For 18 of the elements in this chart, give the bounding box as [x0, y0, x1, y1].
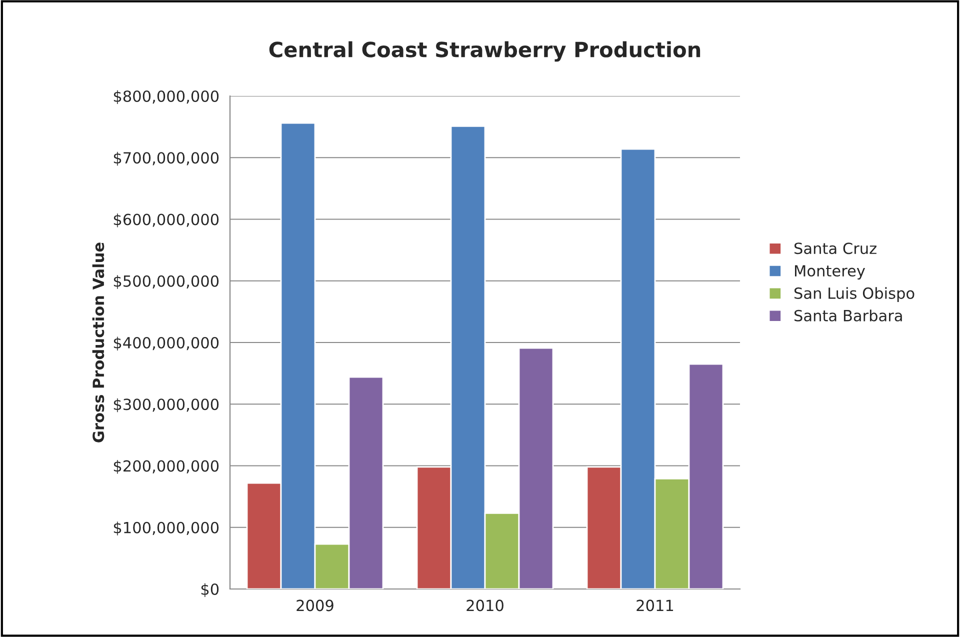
y-tick-label: $500,000,000 [114, 275, 219, 289]
y-tick-label: $800,000,000 [114, 90, 219, 104]
y-tick-label: $0 [201, 583, 219, 598]
y-tick-label: $400,000,000 [114, 336, 219, 351]
y-tick-label: $300,000,000 [114, 398, 219, 412]
legend-label: Santa Barbara [794, 310, 902, 322]
y-tick-label: $200,000,000 [114, 460, 219, 474]
x-tick-label: 2009 [296, 600, 334, 612]
y-tick-label: $700,000,000 [114, 152, 219, 166]
legend-label: San Luis Obispo [794, 287, 914, 302]
chart-title: Central Coast Strawberry Production [269, 41, 700, 62]
legend-label: Santa Cruz [794, 242, 876, 254]
legend-label: Monterey [794, 265, 866, 280]
x-tick-label: 2011 [636, 600, 674, 612]
y-axis-title: Gross Production Value [92, 242, 104, 442]
x-tick-label: 2010 [466, 600, 504, 612]
y-tick-label: $100,000,000 [114, 522, 219, 536]
y-tick-label: $600,000,000 [114, 213, 219, 228]
